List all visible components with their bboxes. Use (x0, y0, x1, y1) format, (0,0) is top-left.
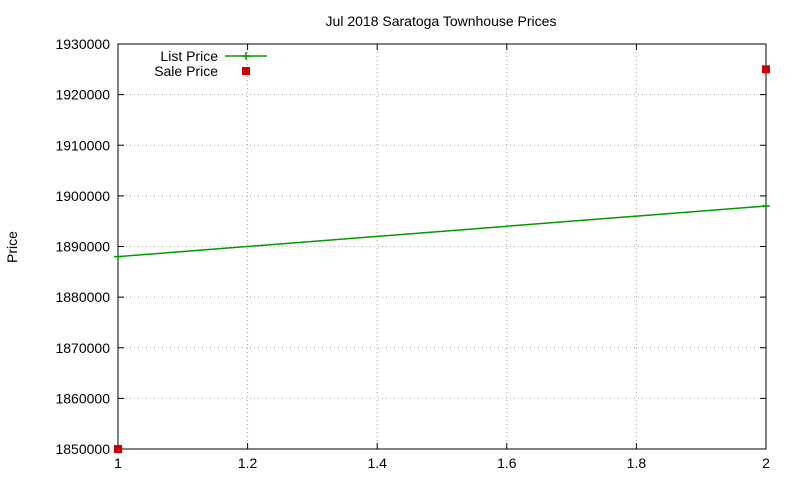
y-tick-label: 1920000 (55, 87, 110, 103)
chart-title: Jul 2018 Saratoga Townhouse Prices (326, 13, 557, 29)
series-layer (114, 65, 770, 453)
sale-price-point (114, 445, 122, 453)
x-tick-label: 1.4 (367, 455, 387, 471)
y-tick-label: 1850000 (55, 441, 110, 457)
y-tick-label: 1880000 (55, 289, 110, 305)
sale-price-point (762, 65, 770, 74)
legend-square-marker (242, 67, 250, 75)
series-1 (114, 65, 770, 453)
x-tick-label: 2 (762, 455, 770, 471)
series-0 (114, 202, 770, 261)
legend-plus-marker (242, 52, 250, 60)
legend-label: List Price (160, 48, 218, 64)
y-tick-label: 1860000 (55, 390, 110, 406)
legend-label: Sale Price (154, 63, 218, 79)
x-tick-label: 1.8 (627, 455, 647, 471)
y-axis-label: Price (4, 231, 20, 263)
list-price-line (117, 205, 767, 258)
list-price-point (762, 202, 770, 210)
y-tick-label: 1900000 (55, 188, 110, 204)
y-tick-label: 1930000 (55, 36, 110, 52)
x-tick-label: 1.6 (497, 455, 517, 471)
y-tick-label: 1870000 (55, 340, 110, 356)
y-tick-label: 1910000 (55, 137, 110, 153)
x-tick-label: 1 (114, 455, 122, 471)
y-tick-label: 1890000 (55, 239, 110, 255)
x-tick-label: 1.2 (238, 455, 258, 471)
grid-layer (118, 44, 766, 449)
list-price-point (114, 252, 122, 261)
ticks-layer: 1 1.2 1.4 1.6 1.8 2 1850000 1860000 1870000 18800… (55, 36, 770, 471)
